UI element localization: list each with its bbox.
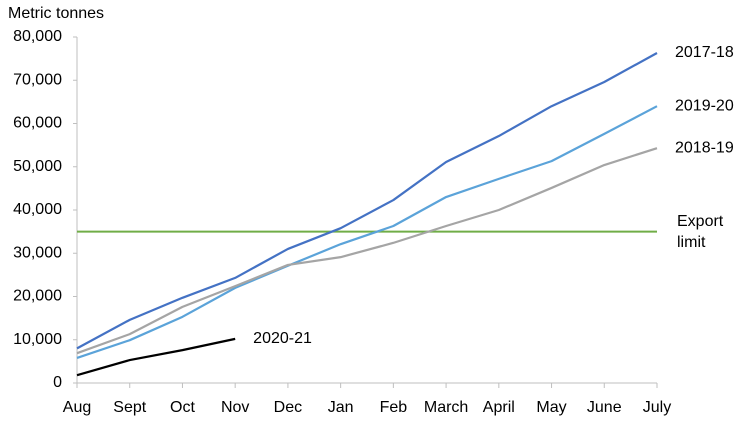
x-tick-label: July (643, 399, 671, 416)
x-tick-label: Feb (380, 399, 408, 416)
series-line (76, 147, 658, 355)
y-axis-title: Metric tonnes (8, 5, 104, 22)
y-tick-label: 80,000 (13, 28, 62, 45)
series-label: 2020-21 (253, 330, 312, 347)
x-tick-label: Jan (328, 399, 354, 416)
x-tick-label: Nov (221, 399, 249, 416)
series-label: 2018-19 (675, 139, 734, 156)
x-tick-label: Sept (113, 399, 146, 416)
x-tick-label: Oct (170, 399, 195, 416)
x-tick-label: March (424, 399, 468, 416)
y-tick-label: 20,000 (13, 288, 62, 305)
x-tick-label: May (536, 399, 566, 416)
x-tick-label: Dec (274, 399, 302, 416)
x-tick-label: June (587, 399, 622, 416)
x-tick-label: April (483, 399, 515, 416)
y-tick-label: 60,000 (13, 115, 62, 132)
series-label: 2017-18 (675, 44, 734, 61)
y-tick-label: 40,000 (13, 201, 62, 218)
series-line (76, 52, 658, 350)
series-line (76, 337, 236, 377)
series-label: 2019-20 (675, 97, 734, 114)
reference-label: Export limit (677, 212, 724, 251)
series-line (76, 105, 658, 359)
y-tick-label: 30,000 (13, 244, 62, 261)
y-tick-label: 0 (53, 374, 62, 391)
y-tick-label: 50,000 (13, 158, 62, 175)
y-tick-label: 10,000 (13, 331, 62, 348)
y-tick-label: 70,000 (13, 71, 62, 88)
x-tick-label: Aug (63, 399, 91, 416)
